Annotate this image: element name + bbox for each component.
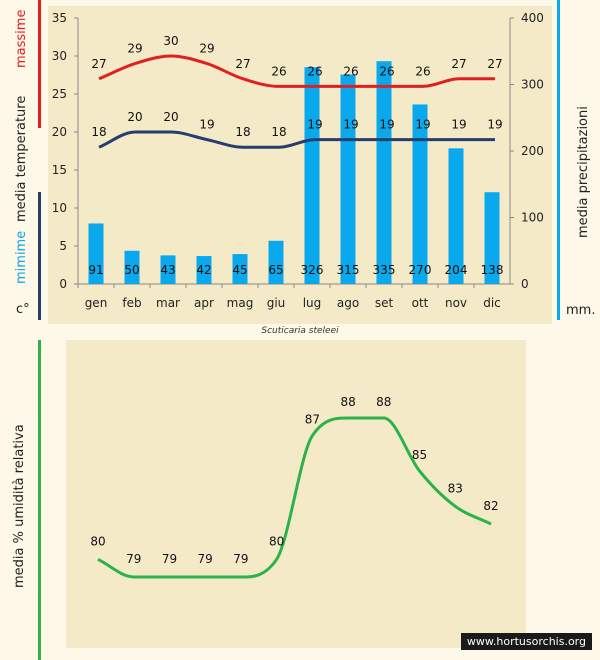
x-tick-label: set <box>375 296 394 310</box>
min-temp-data-label: 19 <box>307 118 322 132</box>
y-left-tick-label: 15 <box>52 163 67 177</box>
min-temp-data-label: 19 <box>199 118 214 132</box>
max-temp-data-label: 30 <box>163 34 178 48</box>
x-tick-label: apr <box>194 296 214 310</box>
max-temp-line <box>99 56 495 86</box>
x-tick-label: ott <box>412 296 429 310</box>
y-right-tick-label: 400 <box>521 11 544 25</box>
y-right-tick-label: 200 <box>521 144 544 158</box>
x-tick-label: ago <box>337 296 359 310</box>
max-temp-data-label: 26 <box>415 64 430 78</box>
humidity-data-label: 80 <box>90 534 105 548</box>
y-right-tick-label: 100 <box>521 211 544 225</box>
precip-data-label: 42 <box>196 263 211 277</box>
humidity-data-label: 88 <box>376 395 391 409</box>
precip-data-label: 50 <box>124 263 139 277</box>
precip-data-label: 335 <box>373 263 396 277</box>
y-left-tick-label: 10 <box>52 201 67 215</box>
max-temp-data-label: 27 <box>235 57 250 71</box>
x-tick-label: gen <box>85 296 108 310</box>
precip-bar <box>377 61 392 284</box>
humidity-data-label: 79 <box>162 552 177 566</box>
precip-data-label: 270 <box>409 263 432 277</box>
max-temp-data-label: 29 <box>127 42 142 56</box>
max-temp-data-label: 29 <box>199 42 214 56</box>
precip-data-label: 43 <box>160 263 175 277</box>
precip-bar <box>341 75 356 284</box>
min-temp-data-label: 19 <box>415 118 430 132</box>
humidity-line <box>98 418 491 577</box>
min-temp-data-label: 19 <box>379 118 394 132</box>
humidity-data-label: 87 <box>305 413 320 427</box>
climate-chart: 0 5 10 15 20 25 30 35 0 100 200 300 400 gen feb mar apr m… <box>0 0 600 325</box>
y-left-tick-label: 5 <box>59 239 67 253</box>
precip-data-label: 315 <box>337 263 360 277</box>
min-temp-data-label: 18 <box>91 125 106 139</box>
min-temp-data-label: 18 <box>235 125 250 139</box>
humidity-data-label: 79 <box>233 552 248 566</box>
min-temp-line <box>99 132 495 147</box>
precip-data-label: 326 <box>301 263 324 277</box>
max-temp-data-label: 26 <box>343 64 358 78</box>
precip-bar <box>305 67 320 284</box>
max-temp-data-label: 27 <box>91 57 106 71</box>
max-temp-data-label: 26 <box>379 64 394 78</box>
max-temp-data-label: 26 <box>271 64 286 78</box>
species-caption: Scuticaria steleei <box>0 326 600 336</box>
site-watermark: www.hortusorchis.org <box>461 633 592 650</box>
y-left-tick-label: 0 <box>59 277 67 291</box>
min-temp-data-label: 19 <box>343 118 358 132</box>
humidity-data-label: 82 <box>483 499 498 513</box>
x-tick-label: dic <box>483 296 501 310</box>
precip-data-label: 91 <box>88 263 103 277</box>
x-tick-label: lug <box>303 296 322 310</box>
humidity-data-label: 85 <box>412 448 427 462</box>
precip-data-label: 65 <box>268 263 283 277</box>
min-temp-data-label: 20 <box>163 110 178 124</box>
min-temp-data-label: 19 <box>451 118 466 132</box>
y-right-tick-label: 300 <box>521 78 544 92</box>
y-left-tick-label: 35 <box>52 11 67 25</box>
max-temp-data-label: 26 <box>307 64 322 78</box>
humidity-data-label: 80 <box>269 534 284 548</box>
x-tick-label: mar <box>156 296 180 310</box>
y-left-tick-label: 20 <box>52 125 67 139</box>
y-left-tick-label: 25 <box>52 87 67 101</box>
max-temp-data-label: 27 <box>487 57 502 71</box>
min-temp-data-label: 18 <box>271 125 286 139</box>
min-temp-data-label: 19 <box>487 118 502 132</box>
x-tick-label: nov <box>445 296 467 310</box>
x-tick-label: mag <box>227 296 254 310</box>
humidity-data-label: 88 <box>340 395 355 409</box>
x-tick-label: giu <box>267 296 286 310</box>
precip-data-label: 45 <box>232 263 247 277</box>
humidity-data-label: 79 <box>126 552 141 566</box>
precip-data-label: 138 <box>481 263 504 277</box>
humidity-data-label: 83 <box>448 481 463 495</box>
y-right-tick-label: 0 <box>521 277 529 291</box>
precip-data-label: 204 <box>445 263 468 277</box>
min-temp-data-label: 20 <box>127 110 142 124</box>
x-tick-label: feb <box>122 296 141 310</box>
humidity-data-label: 79 <box>198 552 213 566</box>
y-left-tick-label: 30 <box>52 49 67 63</box>
humidity-chart: 80 79 79 79 79 80 87 88 88 85 83 82 <box>0 340 600 660</box>
max-temp-data-label: 27 <box>451 57 466 71</box>
